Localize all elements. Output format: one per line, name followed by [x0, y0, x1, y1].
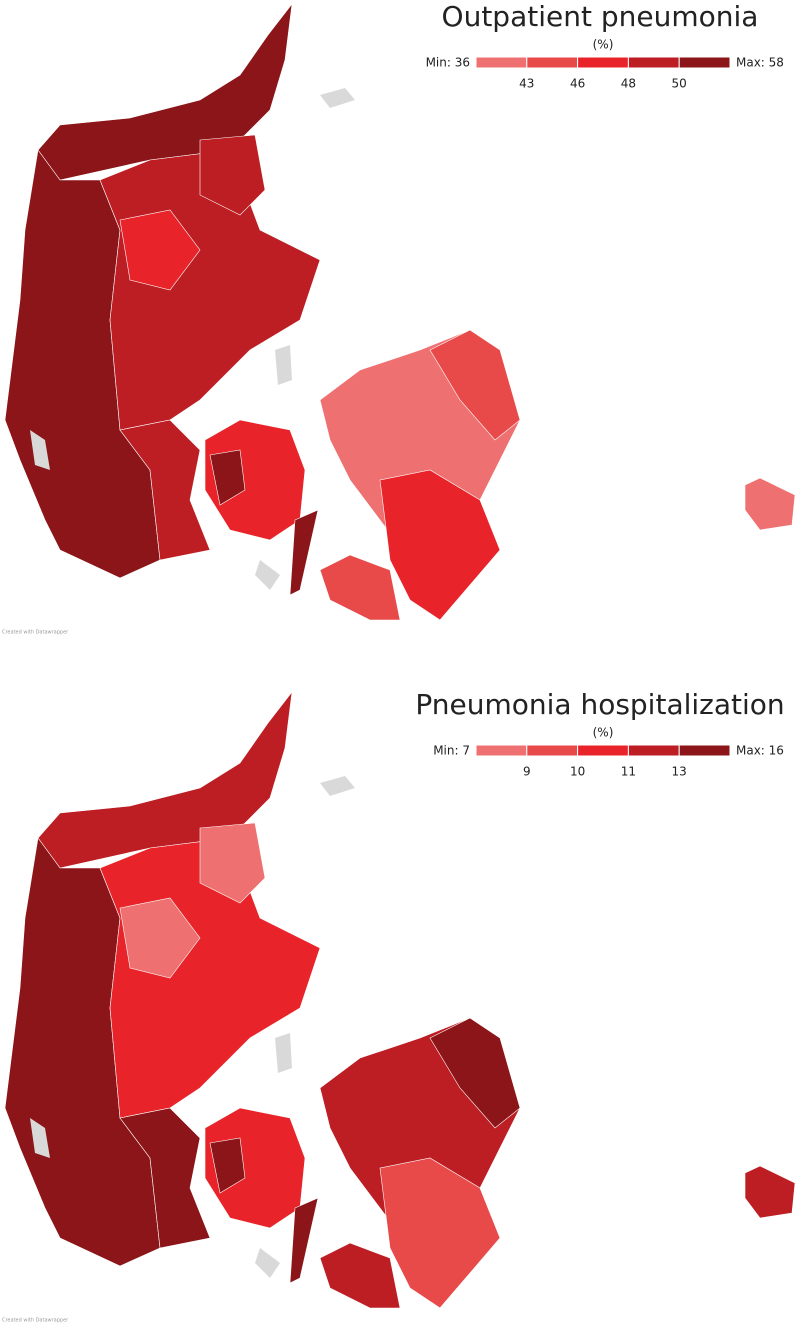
region — [119, 419, 211, 561]
map-title: Pneumonia hospitalization — [415, 688, 784, 721]
region — [289, 1197, 319, 1284]
legend-min: Min: 7 — [433, 744, 470, 758]
region — [199, 822, 266, 904]
island — [30, 430, 50, 470]
island — [255, 1248, 280, 1278]
region — [119, 897, 201, 979]
legend-max: Max: 58 — [736, 56, 784, 70]
region — [209, 449, 246, 506]
legend-break: 9 — [523, 765, 531, 779]
region — [199, 134, 266, 216]
legend-swatch — [627, 744, 680, 757]
credit: Created with Datawrapper — [2, 630, 69, 636]
legend-swatch — [577, 744, 629, 757]
legend-swatch — [678, 744, 731, 757]
region — [319, 1242, 401, 1309]
map-panel: Outpatient pneumonia (%) Min: 36 Max: 58 43 4… — [2, 0, 796, 636]
region — [319, 554, 401, 621]
island — [255, 560, 280, 590]
region — [119, 1107, 211, 1249]
island — [275, 1033, 292, 1073]
region — [744, 1165, 796, 1219]
legend-swatch — [475, 56, 528, 69]
legend-swatch — [577, 56, 629, 69]
legend-break: 48 — [621, 77, 636, 91]
legend-swatch — [627, 56, 680, 69]
legend-swatch — [526, 744, 579, 757]
legend-break: 10 — [570, 765, 585, 779]
legend-swatch — [678, 56, 731, 69]
region — [429, 1017, 521, 1129]
region — [429, 329, 521, 441]
region — [209, 1137, 246, 1194]
region — [744, 477, 796, 531]
legend-break: 11 — [621, 765, 636, 779]
legend-break: 46 — [570, 77, 585, 91]
region — [379, 469, 501, 621]
map-title: Outpatient pneumonia — [442, 0, 759, 33]
island — [30, 1118, 50, 1158]
legend-unit: (%) — [593, 726, 614, 740]
legend-break: 13 — [672, 765, 687, 779]
region — [289, 509, 319, 596]
island — [320, 776, 355, 796]
credit: Created with Datawrapper — [2, 1318, 69, 1324]
region — [379, 1157, 501, 1309]
legend-swatch — [475, 744, 528, 757]
legend-break: 43 — [519, 77, 534, 91]
region — [119, 209, 201, 291]
legend-min: Min: 36 — [426, 56, 470, 70]
legend-break: 50 — [672, 77, 687, 91]
legend-swatch — [526, 56, 579, 69]
island — [320, 88, 355, 108]
map-panel: Pneumonia hospitalization (%) Min: 7 Max: 1… — [2, 688, 796, 1324]
legend-max: Max: 16 — [736, 744, 784, 758]
island — [275, 345, 292, 385]
legend-unit: (%) — [593, 38, 614, 52]
